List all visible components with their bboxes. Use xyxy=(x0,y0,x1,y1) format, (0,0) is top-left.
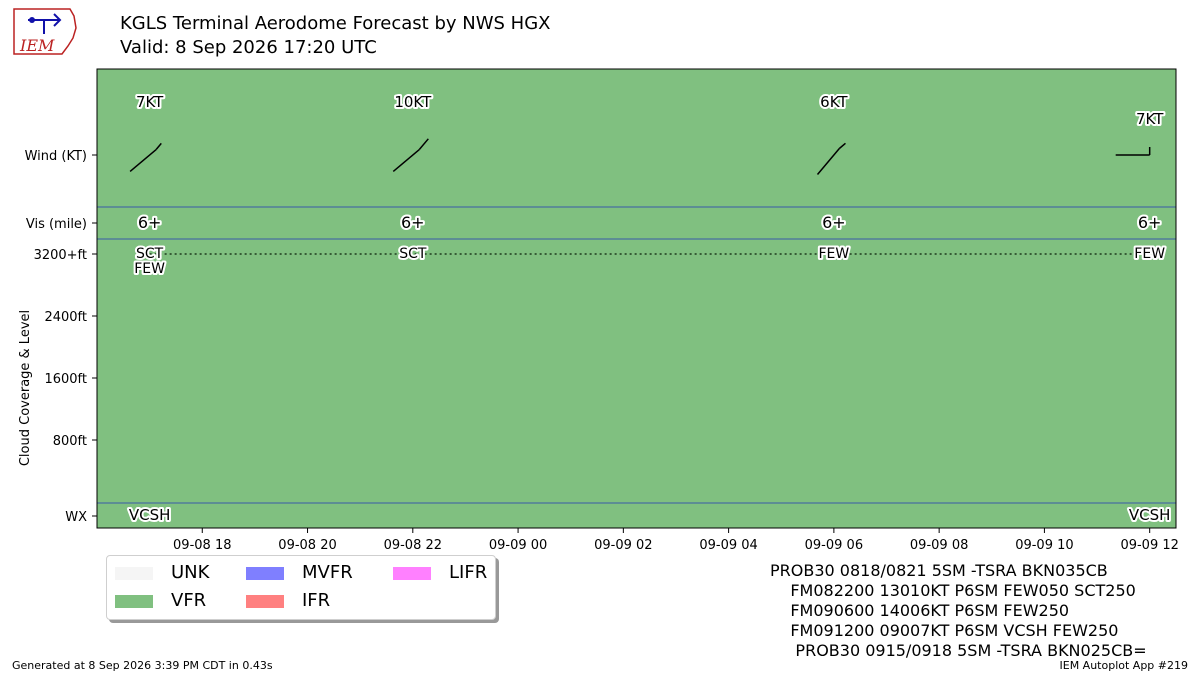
wind-barb xyxy=(816,142,846,176)
cloud-label: FEW xyxy=(819,246,850,262)
row-label-vis: Vis (mile) xyxy=(26,217,87,232)
footer-app: IEM Autoplot App #219 xyxy=(1059,659,1189,672)
wind-speed-label: 10KT xyxy=(394,93,432,111)
wind-barb xyxy=(129,142,162,172)
visibility-label: 6+ xyxy=(401,213,425,232)
chart-title: KGLS Terminal Aerodome Forecast by NWS H… xyxy=(120,13,551,34)
x-tick-label: 09-08 20 xyxy=(278,538,336,553)
visibility-label: 6+ xyxy=(138,213,162,232)
wind-barb xyxy=(1115,147,1151,156)
legend-swatch xyxy=(393,567,431,580)
wind-barb xyxy=(392,138,429,172)
taf-line: FM082200 13010KT P6SM FEW050 SCT250 xyxy=(770,581,1136,600)
x-tick-label: 09-08 22 xyxy=(384,538,442,553)
x-tick-label: 09-09 00 xyxy=(489,538,547,553)
visibility-label: 6+ xyxy=(1138,213,1162,232)
wind-barb-shaft xyxy=(816,148,840,176)
cloud-label: SCT xyxy=(136,246,164,262)
cloud-tick-label: 2400ft xyxy=(44,310,87,325)
wx-label: VCSH xyxy=(1129,506,1171,524)
wind-barb-shaft xyxy=(392,148,420,172)
legend-label: LIFR xyxy=(449,562,488,583)
legend-label: MVFR xyxy=(302,562,353,583)
wind-barb-feather xyxy=(838,142,846,150)
x-tick-label: 09-09 06 xyxy=(805,538,863,553)
taf-line: PROB30 0915/0918 5SM -TSRA BKN025CB= xyxy=(770,641,1147,660)
taf-line: FM090600 14006KT P6SM FEW250 xyxy=(770,601,1070,620)
footer-generated: Generated at 8 Sep 2026 3:39 PM CDT in 0… xyxy=(12,659,273,672)
cloud-tick-label: 800ft xyxy=(53,434,87,449)
wind-speed-label: 6KT xyxy=(820,93,848,111)
plot-area-vfr xyxy=(97,69,1176,528)
row-label-wind: Wind (KT) xyxy=(25,149,87,164)
legend-label: UNK xyxy=(171,562,210,583)
wind-barb-feather xyxy=(155,142,162,151)
legend-label: IFR xyxy=(302,590,331,611)
iem-logo: IEM xyxy=(10,6,80,62)
cloud-label: FEW xyxy=(1134,246,1165,262)
legend-swatch xyxy=(246,567,284,580)
legend-swatch xyxy=(115,595,153,608)
logo-text: IEM xyxy=(19,36,55,55)
x-tick-label: 09-09 04 xyxy=(699,538,757,553)
cloud-tick-label: 3200+ft xyxy=(34,248,87,263)
wind-barb-feather xyxy=(418,138,429,151)
wx-label: VCSH xyxy=(129,506,171,524)
x-tick-label: 09-09 12 xyxy=(1120,538,1178,553)
cloud-label: FEW xyxy=(134,261,165,277)
taf-raw-text: PROB30 0818/0821 5SM -TSRA BKN035CB FM08… xyxy=(770,561,1147,661)
taf-line: FM091200 09007KT P6SM VCSH FEW250 xyxy=(770,621,1119,640)
legend-swatch xyxy=(246,595,284,608)
x-tick-label: 09-09 02 xyxy=(594,538,652,553)
plot-frame xyxy=(96,68,1177,529)
wind-speed-label: 7KT xyxy=(1136,110,1164,128)
x-tick-label: 09-09 10 xyxy=(1015,538,1073,553)
chart-subtitle: Valid: 8 Sep 2026 17:20 UTC xyxy=(120,37,377,58)
wind-speed-label: 7KT xyxy=(136,93,164,111)
cloud-label: SCT xyxy=(399,246,427,262)
x-tick-label: 09-09 08 xyxy=(910,538,968,553)
x-tick-label: 09-08 18 xyxy=(173,538,231,553)
row-label-wx: WX xyxy=(65,510,87,525)
cloud-axis-label: Cloud Coverage & Level xyxy=(18,310,33,466)
taf-line: PROB30 0818/0821 5SM -TSRA BKN035CB xyxy=(770,561,1108,580)
cloud-tick-label: 1600ft xyxy=(44,372,87,387)
wind-barb-shaft xyxy=(129,148,157,172)
legend-label: VFR xyxy=(171,590,207,611)
visibility-label: 6+ xyxy=(822,213,846,232)
flight-category-legend: UNK VFR MVFR IFR LIFR xyxy=(106,555,496,620)
legend-swatch xyxy=(115,567,153,580)
